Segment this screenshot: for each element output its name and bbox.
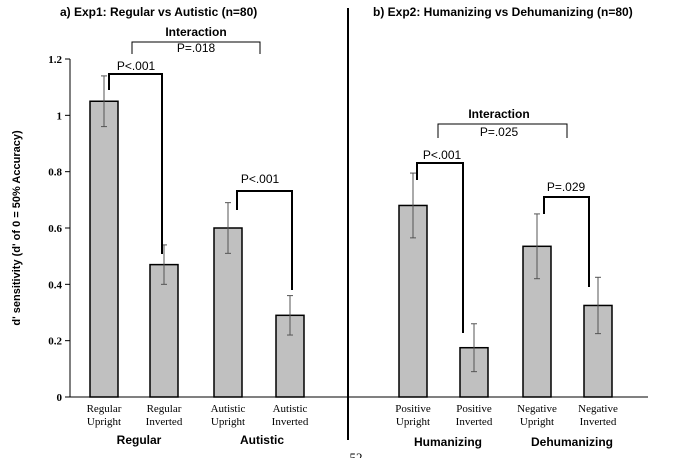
y-tick-label: 0.6 xyxy=(48,223,62,235)
category-label-line2: Inverted xyxy=(146,416,183,428)
category-label-line2: Upright xyxy=(87,416,121,428)
category-label-line2: Inverted xyxy=(580,416,617,428)
category-label-line2: Inverted xyxy=(456,416,493,428)
category-label-line1: Positive xyxy=(395,403,431,415)
interaction-bracket-a xyxy=(131,41,261,54)
interaction-p-a: P=.018 xyxy=(177,41,216,55)
category-label-line2: Inverted xyxy=(272,416,309,428)
category-label-line1: Autistic xyxy=(273,403,308,415)
bar xyxy=(522,245,552,398)
pair1-bracket-b xyxy=(416,162,464,333)
category-label-line1: Negative xyxy=(578,403,618,415)
y-tick-label: 0.4 xyxy=(48,279,62,291)
pair1-p-b: P<.001 xyxy=(423,148,462,162)
y-axis-label: d' sensitivity (d' of 0 = 50% Accuracy) xyxy=(11,130,23,326)
y-ticks: 0 0.2 0.4 0.6 0.8 1 1.2 xyxy=(48,54,70,404)
group-label-humanizing: Humanizing xyxy=(414,435,482,449)
y-tick-label: 0.2 xyxy=(48,336,62,348)
y-tick-label: 0 xyxy=(57,392,63,404)
pair1-p-a: P<.001 xyxy=(117,59,156,73)
pair2-bracket-b xyxy=(543,196,590,287)
category-label-line1: Negative xyxy=(517,403,557,415)
panel-b-title: b) Exp2: Humanizing vs Dehumanizing (n=8… xyxy=(373,5,633,19)
bar xyxy=(213,227,243,398)
y-tick-label: 1 xyxy=(57,110,63,122)
bars xyxy=(89,75,613,398)
bar xyxy=(89,100,119,398)
y-tick-label: 1.2 xyxy=(48,54,62,66)
panel-a-title: a) Exp1: Regular vs Autistic (n=80) xyxy=(60,5,257,19)
category-label-line2: Upright xyxy=(520,416,554,428)
interaction-label-a: Interaction xyxy=(165,25,226,39)
category-label-line2: Upright xyxy=(396,416,430,428)
pair2-p-b: P=.029 xyxy=(547,180,586,194)
group-label-autistic: Autistic xyxy=(240,433,284,447)
interaction-bracket-b xyxy=(437,123,568,138)
pair1-bracket-a xyxy=(108,73,163,254)
category-labels: RegularUprightRegularInvertedAutisticUpr… xyxy=(87,403,618,428)
pair2-bracket-a xyxy=(236,190,293,290)
category-label-line2: Upright xyxy=(211,416,245,428)
category-label-line1: Positive xyxy=(456,403,492,415)
interaction-p-b: P=.025 xyxy=(480,125,519,139)
bar xyxy=(149,263,179,398)
page-number: 52 xyxy=(350,450,363,458)
category-label-line1: Regular xyxy=(87,403,122,415)
category-label-line1: Autistic xyxy=(211,403,246,415)
group-label-dehumanizing: Dehumanizing xyxy=(531,435,613,449)
group-label-regular: Regular xyxy=(117,433,162,447)
category-label-line1: Regular xyxy=(147,403,182,415)
interaction-label-b: Interaction xyxy=(468,107,529,121)
pair2-p-a: P<.001 xyxy=(241,172,280,186)
y-tick-label: 0.8 xyxy=(48,167,62,179)
